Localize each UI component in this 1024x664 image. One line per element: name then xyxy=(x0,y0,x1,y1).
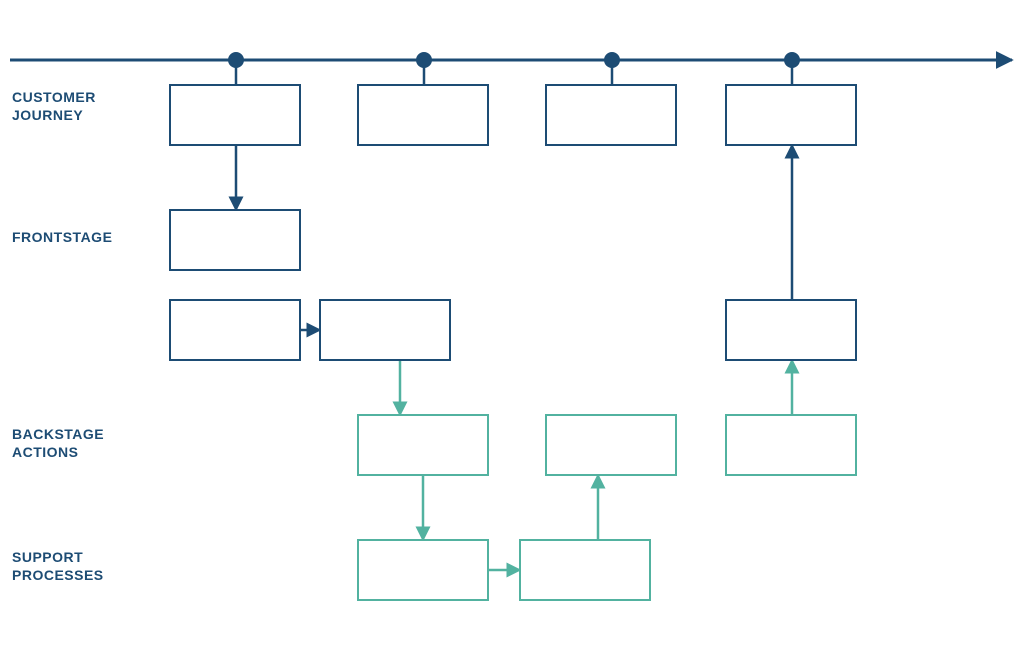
blueprint-box xyxy=(726,85,856,145)
label-line: ACTIONS xyxy=(12,444,79,460)
label-line: BACKSTAGE xyxy=(12,426,104,442)
blueprint-box xyxy=(726,415,856,475)
label-frontstage: FRONTSTAGE xyxy=(12,228,112,246)
blueprint-box xyxy=(726,300,856,360)
blueprint-box xyxy=(170,85,300,145)
label-line: PROCESSES xyxy=(12,567,104,583)
blueprint-box xyxy=(170,210,300,270)
blueprint-box xyxy=(358,85,488,145)
blueprint-box xyxy=(320,300,450,360)
label-backstage-actions: BACKSTAGE ACTIONS xyxy=(12,425,104,461)
label-line: FRONTSTAGE xyxy=(12,229,112,245)
blueprint-diagram xyxy=(0,0,1024,664)
blueprint-box xyxy=(358,415,488,475)
label-support-processes: SUPPORT PROCESSES xyxy=(12,548,104,584)
blueprint-box xyxy=(170,300,300,360)
label-line: SUPPORT xyxy=(12,549,83,565)
label-customer-journey: CUSTOMER JOURNEY xyxy=(12,88,96,124)
blueprint-box xyxy=(358,540,488,600)
blueprint-box xyxy=(546,85,676,145)
blueprint-box xyxy=(546,415,676,475)
label-line: CUSTOMER xyxy=(12,89,96,105)
label-line: JOURNEY xyxy=(12,107,83,123)
blueprint-box xyxy=(520,540,650,600)
